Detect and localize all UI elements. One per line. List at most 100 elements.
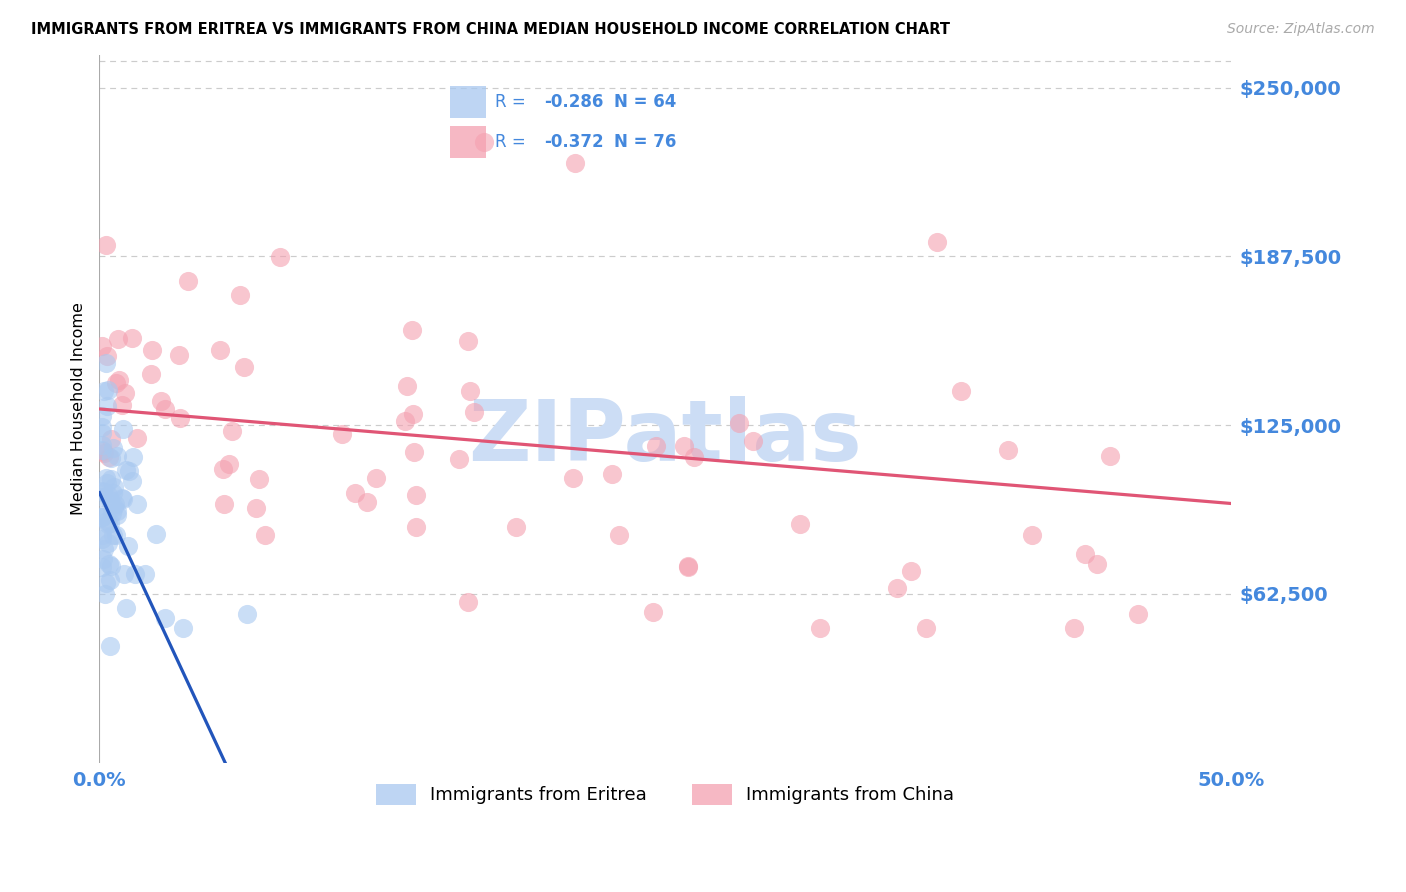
Point bbox=[98, 516, 121, 530]
Point bbox=[90, 419, 112, 434]
Point bbox=[90, 438, 112, 452]
Point bbox=[101, 441, 124, 455]
Point bbox=[121, 450, 143, 464]
Point bbox=[104, 376, 127, 390]
Point bbox=[125, 497, 148, 511]
Point bbox=[90, 528, 112, 542]
Point bbox=[121, 474, 143, 488]
Point bbox=[676, 559, 699, 574]
Point bbox=[97, 535, 120, 549]
Point bbox=[104, 496, 127, 510]
Point bbox=[96, 576, 118, 591]
Point bbox=[405, 519, 427, 533]
Point bbox=[153, 401, 176, 416]
Point bbox=[457, 334, 479, 348]
Point bbox=[90, 443, 112, 458]
Point bbox=[676, 558, 699, 573]
Point bbox=[101, 528, 124, 542]
Text: Source: ZipAtlas.com: Source: ZipAtlas.com bbox=[1227, 22, 1375, 37]
Point bbox=[134, 567, 156, 582]
Point bbox=[950, 384, 973, 398]
Point bbox=[364, 471, 387, 485]
Point bbox=[221, 424, 243, 438]
Point bbox=[405, 488, 427, 502]
Point bbox=[90, 559, 112, 574]
Point bbox=[105, 449, 128, 463]
Point bbox=[103, 485, 125, 500]
Text: IMMIGRANTS FROM ERITREA VS IMMIGRANTS FROM CHINA MEDIAN HOUSEHOLD INCOME CORRELA: IMMIGRANTS FROM ERITREA VS IMMIGRANTS FR… bbox=[31, 22, 950, 37]
Point bbox=[169, 348, 191, 362]
Point bbox=[111, 422, 134, 436]
Point bbox=[141, 343, 163, 358]
Point bbox=[997, 442, 1019, 457]
Point bbox=[343, 485, 366, 500]
Point bbox=[96, 475, 118, 490]
Point bbox=[208, 343, 231, 357]
Point bbox=[124, 566, 146, 581]
Point bbox=[401, 323, 423, 337]
Point bbox=[103, 480, 125, 494]
Point bbox=[808, 621, 831, 635]
Point bbox=[91, 491, 114, 505]
Point bbox=[641, 605, 664, 619]
Point bbox=[149, 393, 172, 408]
Point bbox=[401, 407, 423, 421]
Point bbox=[90, 409, 112, 423]
Point bbox=[91, 444, 114, 458]
Point bbox=[90, 532, 112, 546]
Point bbox=[1021, 528, 1043, 542]
Point bbox=[789, 516, 811, 531]
Point bbox=[245, 500, 267, 515]
Point bbox=[98, 557, 121, 571]
Point bbox=[93, 384, 115, 398]
Text: ZIPatlas: ZIPatlas bbox=[468, 396, 862, 479]
Point bbox=[236, 607, 259, 621]
Point bbox=[177, 274, 200, 288]
Point bbox=[91, 510, 114, 524]
Legend: Immigrants from Eritrea, Immigrants from China: Immigrants from Eritrea, Immigrants from… bbox=[368, 777, 962, 812]
Point bbox=[644, 439, 666, 453]
Point bbox=[105, 508, 128, 522]
Point bbox=[94, 587, 117, 601]
Point bbox=[100, 433, 122, 447]
Point bbox=[458, 384, 481, 398]
Point bbox=[728, 416, 751, 430]
Point bbox=[153, 611, 176, 625]
Y-axis label: Median Household Income: Median Household Income bbox=[72, 302, 86, 516]
Point bbox=[564, 156, 586, 170]
Point bbox=[600, 467, 623, 481]
Point bbox=[394, 414, 416, 428]
Point bbox=[463, 405, 485, 419]
Point bbox=[1099, 450, 1122, 464]
Point bbox=[91, 552, 114, 566]
Point bbox=[100, 472, 122, 486]
Point bbox=[472, 135, 495, 149]
Point bbox=[96, 356, 118, 370]
Point bbox=[100, 558, 122, 573]
Point bbox=[96, 349, 118, 363]
Point bbox=[447, 452, 470, 467]
Point bbox=[1063, 621, 1085, 635]
Point bbox=[111, 399, 134, 413]
Point bbox=[105, 503, 128, 517]
Point bbox=[172, 621, 194, 635]
Point bbox=[741, 434, 763, 449]
Point bbox=[169, 411, 191, 425]
Point bbox=[110, 491, 132, 505]
Point bbox=[1074, 547, 1097, 561]
Point bbox=[404, 444, 426, 458]
Point bbox=[97, 383, 120, 397]
Point bbox=[561, 471, 583, 485]
Point bbox=[96, 399, 118, 413]
Point bbox=[218, 458, 240, 472]
Point bbox=[212, 462, 235, 476]
Point bbox=[108, 373, 131, 387]
Point bbox=[925, 235, 948, 249]
Point bbox=[1085, 558, 1108, 572]
Point bbox=[214, 497, 236, 511]
Point bbox=[121, 331, 143, 345]
Point bbox=[93, 446, 115, 460]
Point bbox=[127, 431, 149, 445]
Point bbox=[93, 508, 115, 522]
Point bbox=[915, 621, 938, 635]
